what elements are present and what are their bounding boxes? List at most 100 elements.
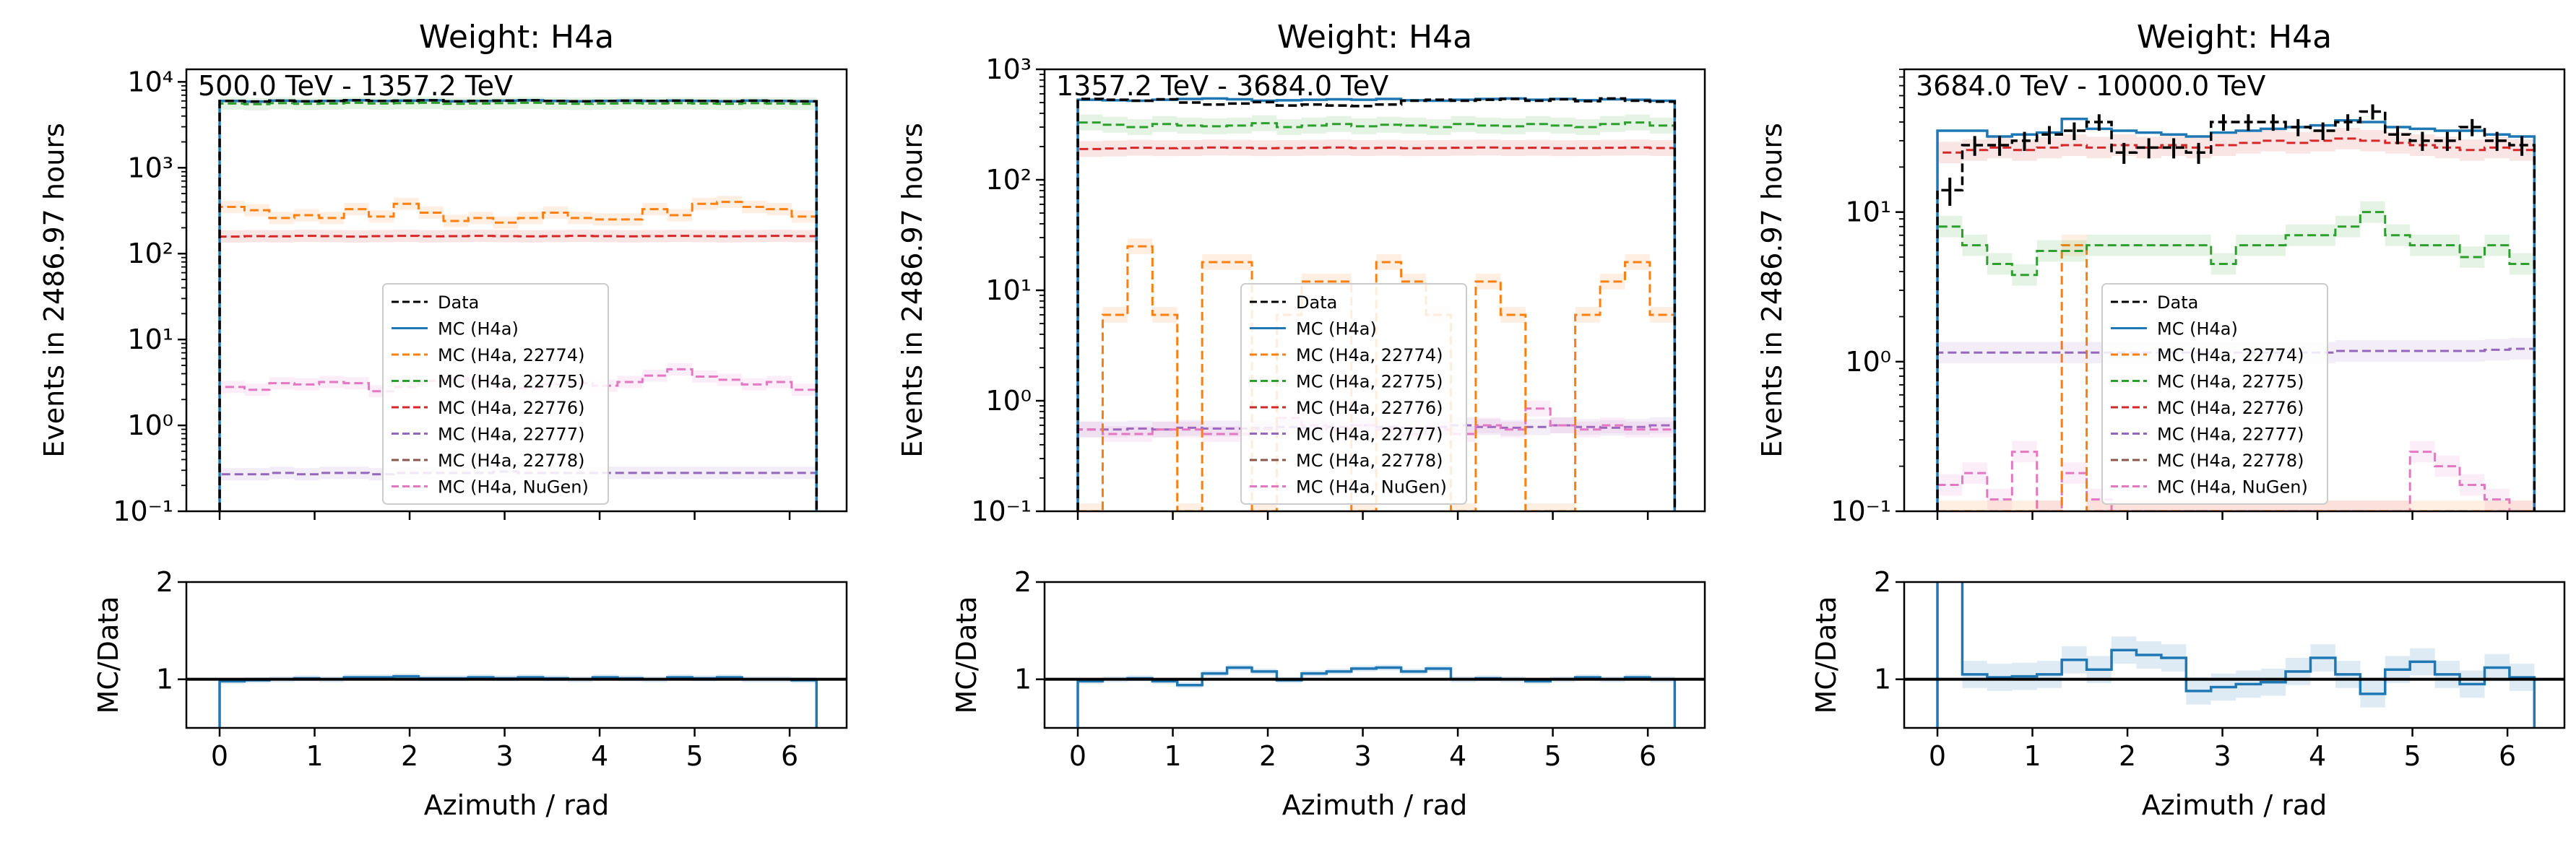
series-s22776 bbox=[218, 230, 818, 511]
x-tick-label: 4 bbox=[2309, 740, 2326, 772]
ratio-axes-frame bbox=[1043, 581, 1706, 729]
ratio-y-tick-label: 2 bbox=[156, 566, 173, 598]
y-tick-label: 10¹ bbox=[127, 324, 173, 355]
legend-label-s22776: MC (H4a, 22776) bbox=[1296, 398, 1443, 418]
legend-label-nugen: MC (H4a, NuGen) bbox=[1296, 477, 1447, 498]
ratio-y-axis-label: MC/Data bbox=[1810, 596, 1842, 714]
main-axes-frame bbox=[185, 68, 848, 513]
step-line bbox=[218, 99, 818, 511]
y-axis-label: Events in 2486.97 hours bbox=[1756, 123, 1788, 458]
series-data bbox=[1076, 97, 1677, 511]
series-s22775 bbox=[1076, 114, 1676, 511]
legend-label-s22774: MC (H4a, 22774) bbox=[2157, 345, 2304, 365]
legend-label-nugen: MC (H4a, NuGen) bbox=[438, 477, 589, 498]
step-line bbox=[1936, 211, 2536, 511]
x-tick-label: 1 bbox=[1164, 740, 1181, 772]
series-data bbox=[218, 99, 818, 511]
y-tick-label: 10¹ bbox=[1845, 196, 1891, 228]
x-tick-label: 5 bbox=[1544, 740, 1561, 772]
x-tick-label: 3 bbox=[2213, 740, 2231, 772]
series-s22774 bbox=[1078, 238, 1676, 511]
y-tick-label: 10² bbox=[985, 164, 1032, 196]
ratio-line bbox=[1076, 666, 1677, 728]
y-tick-label: 10⁻¹ bbox=[113, 495, 173, 527]
ratio-y-tick-label: 2 bbox=[1014, 566, 1032, 598]
ratio-plot-area bbox=[1936, 582, 2536, 728]
x-tick-label: 4 bbox=[1449, 740, 1466, 772]
series-s22774 bbox=[218, 196, 818, 511]
x-tick-label: 6 bbox=[781, 740, 798, 772]
panel-title: Weight: H4a bbox=[2137, 19, 2332, 56]
legend: Data MC (H4a) MC (H4a, 22774) MC (H4a, 2277… bbox=[1240, 283, 1467, 505]
series-data bbox=[1936, 104, 2536, 511]
step-line bbox=[1076, 146, 1676, 511]
ratio-y-tick-label: 1 bbox=[1014, 664, 1032, 695]
ratio-line bbox=[218, 674, 818, 728]
step-line bbox=[218, 368, 818, 511]
ratio-y-axis-label: MC/Data bbox=[951, 596, 982, 714]
legend-label-mc: MC (H4a) bbox=[1296, 319, 1377, 339]
x-tick-label: 4 bbox=[591, 740, 608, 772]
ratio-plot-area bbox=[1076, 664, 1677, 728]
y-tick-label: 10⁰ bbox=[985, 385, 1032, 417]
legend-label-s22777: MC (H4a, 22777) bbox=[1296, 425, 1443, 445]
y-tick-label: 10³ bbox=[127, 152, 173, 183]
legend-label-s22776: MC (H4a, 22776) bbox=[2157, 398, 2304, 418]
step-line bbox=[218, 201, 818, 511]
y-tick-label: 10⁻¹ bbox=[971, 495, 1032, 527]
x-tick-label: 5 bbox=[686, 740, 703, 772]
ratio-y-tick-label: 2 bbox=[1874, 566, 1891, 598]
y-tick-label: 10² bbox=[127, 238, 173, 269]
uncertainty-band bbox=[1937, 201, 2535, 286]
panel-1: Weight: H4a 10⁻¹ 10⁰ 10¹ 10² 10³ 10⁴ 500.0 TeV … bbox=[38, 19, 848, 821]
ratio-y-tick-label: 1 bbox=[156, 664, 173, 695]
step-line bbox=[1076, 97, 1677, 511]
step-line bbox=[218, 235, 818, 511]
x-tick-label: 1 bbox=[2023, 740, 2041, 772]
legend-label-data: Data bbox=[438, 292, 479, 313]
y-tick-label: 10⁴ bbox=[127, 66, 173, 97]
y-axis-label: Events in 2486.97 hours bbox=[38, 123, 70, 458]
step-line bbox=[1936, 110, 2536, 511]
main-plot-area bbox=[218, 96, 818, 511]
y-axis-label: Events in 2486.97 hours bbox=[896, 123, 928, 458]
x-axis-label: Azimuth / rad bbox=[1282, 789, 1468, 821]
series-s22775 bbox=[1936, 201, 2536, 511]
x-tick-label: 5 bbox=[2403, 740, 2421, 772]
legend-box bbox=[382, 283, 609, 505]
panel-3: Weight: H4a 10⁻¹ 10⁰ 10¹ 3684.0 TeV - 10000.… bbox=[1756, 19, 2566, 821]
step-line bbox=[218, 101, 818, 511]
y-tick-label: 10¹ bbox=[985, 274, 1032, 306]
series-nugen bbox=[218, 363, 818, 511]
legend-label-data: Data bbox=[2157, 292, 2198, 313]
x-tick-label: 0 bbox=[1929, 740, 1946, 772]
ratio-panel: 1 2 0 1 2 3 4 5 6 Azimuth / rad MC/Data bbox=[951, 566, 1706, 821]
uncertainty-band bbox=[220, 196, 817, 229]
legend-label-s22778: MC (H4a, 22778) bbox=[1296, 451, 1443, 471]
legend-label-s22774: MC (H4a, 22774) bbox=[1296, 345, 1443, 365]
x-axis-label: Azimuth / rad bbox=[424, 789, 610, 821]
step-line bbox=[1936, 137, 2536, 511]
legend-label-s22776: MC (H4a, 22776) bbox=[438, 398, 584, 418]
legend-label-s22778: MC (H4a, 22778) bbox=[438, 451, 584, 471]
ratio-y-axis-label: MC/Data bbox=[92, 596, 124, 714]
ratio-axes-frame bbox=[185, 581, 848, 729]
panel-2: Weight: H4a 10⁻¹ 10⁰ 10¹ 10² 10³ 1357.2 TeV - … bbox=[896, 19, 1706, 821]
ratio-plot-area bbox=[218, 673, 818, 728]
ratio-panel: 1 2 0 1 2 3 4 5 6 Azimuth / rad MC/Data bbox=[1810, 566, 2566, 821]
legend-label-s22775: MC (H4a, 22775) bbox=[438, 372, 584, 392]
ratio-panel: 1 2 0 1 2 3 4 5 6 Azimuth / rad MC/Data bbox=[92, 566, 848, 821]
legend-label-mc: MC (H4a) bbox=[438, 319, 519, 339]
x-tick-label: 2 bbox=[401, 740, 418, 772]
legend-label-s22777: MC (H4a, 22777) bbox=[438, 425, 584, 445]
energy-range-label: 1357.2 TeV - 3684.0 TeV bbox=[1056, 70, 1388, 102]
x-tick-label: 6 bbox=[2499, 740, 2516, 772]
y-tick-label: 10³ bbox=[985, 53, 1032, 85]
legend-label-mc: MC (H4a) bbox=[2157, 319, 2238, 339]
step-line bbox=[1936, 451, 2535, 511]
legend-label-data: Data bbox=[1296, 292, 1337, 313]
uncertainty-band bbox=[1078, 114, 1675, 135]
energy-range-label: 500.0 TeV - 1357.2 TeV bbox=[198, 70, 513, 102]
x-tick-label: 0 bbox=[211, 740, 228, 772]
